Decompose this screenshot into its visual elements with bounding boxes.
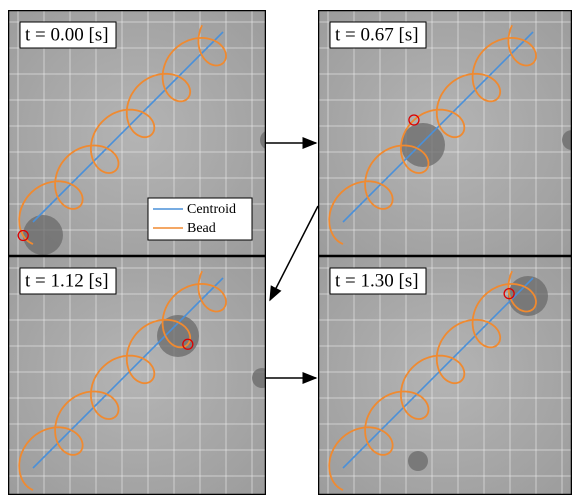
arrow: [270, 206, 318, 300]
panel: t = 1.30 [s]: [318, 256, 572, 495]
particle: [408, 451, 428, 471]
legend-label: Centroid: [187, 202, 236, 217]
time-label: t = 1.12 [s]: [25, 270, 109, 291]
panel: t = 0.00 [s] Centroid Bead: [8, 10, 280, 256]
panel: t = 1.12 [s]: [8, 256, 272, 495]
time-label: t = 1.30 [s]: [335, 270, 419, 291]
particle: [23, 215, 63, 255]
time-label: t = 0.67 [s]: [335, 24, 419, 45]
legend-label: Bead: [187, 221, 216, 236]
panel: t = 0.67 [s]: [318, 10, 572, 256]
particle: [260, 130, 280, 150]
figure: t = 0.00 [s] Centroid Bead t = 0.67 [s] t = …: [0, 0, 572, 495]
time-label: t = 0.00 [s]: [25, 24, 109, 45]
